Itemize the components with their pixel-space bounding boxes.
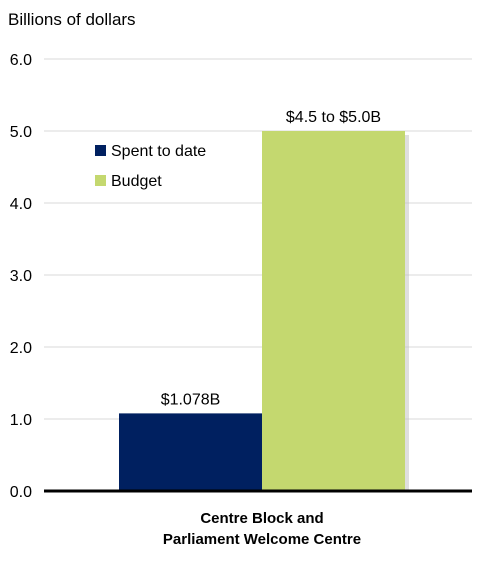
y-tick-label: 5.0 bbox=[10, 124, 32, 141]
y-tick-label: 0.0 bbox=[10, 484, 32, 501]
legend-swatch bbox=[95, 145, 106, 156]
category-label-line-2: Parliament Welcome Centre bbox=[163, 531, 361, 548]
y-tick-label: 1.0 bbox=[10, 412, 32, 429]
data-label: $4.5 to $5.0B bbox=[286, 109, 381, 126]
legend-label: Budget bbox=[111, 173, 162, 190]
legend-swatch bbox=[95, 175, 106, 186]
bar bbox=[262, 131, 405, 491]
legend: Spent to date Budget bbox=[95, 143, 206, 190]
bar bbox=[119, 413, 262, 491]
y-tick-labels: 0.0 1.0 2.0 3.0 4.0 5.0 6.0 bbox=[10, 52, 32, 501]
category-label-line-1: Centre Block and bbox=[200, 510, 323, 527]
data-label: $1.078B bbox=[161, 391, 221, 408]
legend-label: Spent to date bbox=[111, 143, 206, 160]
bars bbox=[119, 131, 409, 491]
y-tick-label: 2.0 bbox=[10, 340, 32, 357]
y-axis-label: Billions of dollars bbox=[8, 10, 136, 29]
y-tick-label: 3.0 bbox=[10, 268, 32, 285]
data-labels: $1.078B $4.5 to $5.0B bbox=[161, 109, 381, 408]
y-tick-label: 6.0 bbox=[10, 52, 32, 69]
y-tick-label: 4.0 bbox=[10, 196, 32, 213]
